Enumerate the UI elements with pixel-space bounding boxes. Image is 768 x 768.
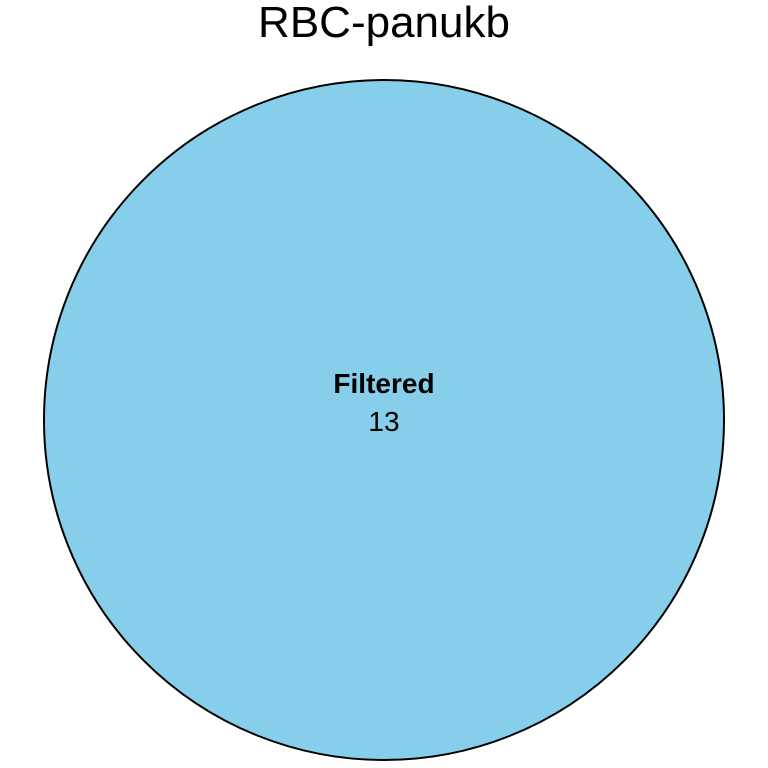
diagram-title: RBC-panukb xyxy=(258,0,510,47)
set-label-filtered: Filtered xyxy=(333,368,434,399)
set-count-filtered: 13 xyxy=(368,406,399,437)
set-circle-filtered xyxy=(43,79,725,761)
